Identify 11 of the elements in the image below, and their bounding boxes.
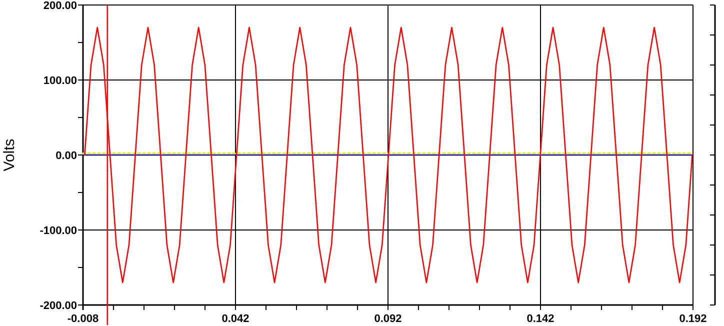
y-tick-label: 200.00 <box>43 0 77 12</box>
y-tick-label: 100.00 <box>43 75 77 87</box>
y-tick-label: -100.00 <box>40 225 77 237</box>
x-tick-label: 0.142 <box>526 313 554 325</box>
y-tick-label: 0.00 <box>56 150 77 162</box>
y-axis-title: Volts <box>1 138 18 172</box>
x-tick-label: 0.092 <box>374 313 402 325</box>
x-tick-label: -0.008 <box>67 313 99 325</box>
x-tick-label: 0.042 <box>222 313 250 325</box>
y-tick-label: -200.00 <box>40 300 77 312</box>
x-tick-label: 0.192 <box>679 313 707 325</box>
